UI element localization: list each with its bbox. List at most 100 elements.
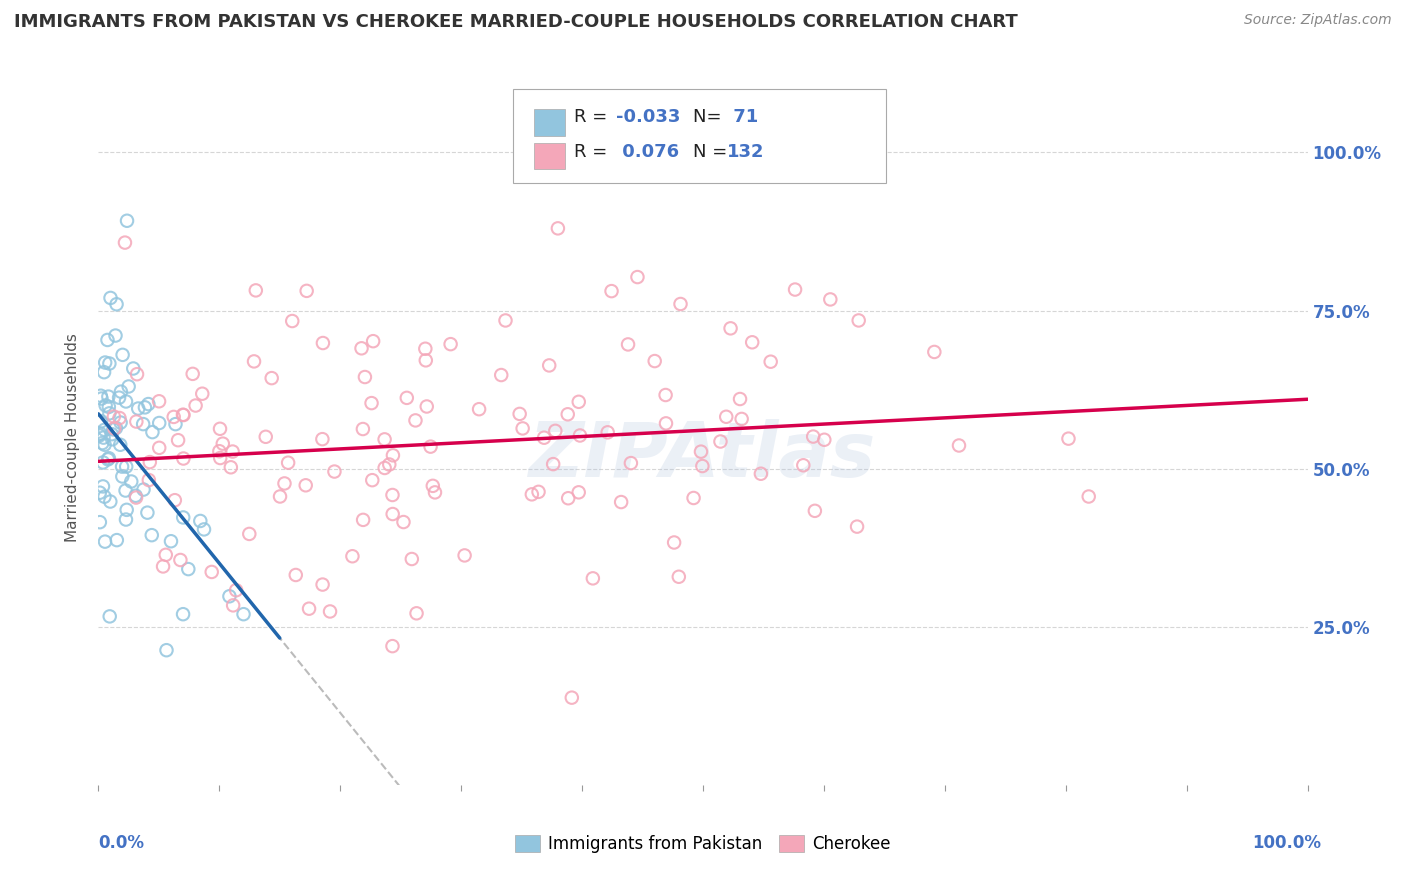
Text: N=: N=	[693, 108, 727, 126]
Point	[269, 490, 291, 504]
Point	[378, 458, 401, 472]
Point	[273, 476, 295, 491]
Point	[569, 428, 592, 442]
Point	[98, 357, 121, 371]
Point	[568, 485, 591, 500]
Point	[381, 448, 404, 462]
Point	[1057, 432, 1080, 446]
Point	[136, 506, 159, 520]
Text: 0.076: 0.076	[616, 143, 679, 161]
Point	[172, 510, 194, 524]
Point	[211, 436, 233, 450]
Point	[311, 577, 333, 591]
Point	[620, 456, 643, 470]
Point	[600, 284, 623, 298]
Point	[163, 493, 186, 508]
Point	[281, 314, 304, 328]
Point	[741, 335, 763, 350]
Point	[350, 341, 373, 355]
Point	[254, 430, 277, 444]
Point	[820, 293, 842, 307]
Point	[596, 425, 619, 440]
Point	[124, 489, 146, 503]
Point	[93, 365, 115, 379]
Point	[91, 479, 114, 493]
Point	[319, 604, 342, 618]
Point	[749, 467, 772, 481]
Point	[89, 428, 111, 442]
Point	[311, 432, 333, 446]
Point	[759, 354, 782, 368]
Point	[97, 400, 120, 414]
Point	[160, 534, 183, 549]
Point	[115, 213, 138, 227]
Point	[138, 397, 160, 411]
Point	[520, 487, 543, 501]
Point	[669, 297, 692, 311]
Point	[132, 483, 155, 497]
Point	[221, 444, 243, 458]
Point	[114, 483, 136, 498]
Text: Source: ZipAtlas.com: Source: ZipAtlas.com	[1244, 13, 1392, 28]
Point	[89, 485, 111, 500]
Point	[415, 353, 437, 368]
Point	[541, 457, 564, 471]
Point	[148, 394, 170, 409]
Point	[245, 284, 267, 298]
Point	[662, 535, 685, 549]
Point	[173, 408, 195, 422]
Point	[538, 359, 561, 373]
Point	[439, 337, 461, 351]
Point	[495, 313, 517, 327]
Point	[361, 334, 384, 348]
Point	[104, 421, 127, 435]
Point	[655, 417, 678, 431]
Text: IMMIGRANTS FROM PAKISTAN VS CHEROKEE MARRIED-COUPLE HOUSEHOLDS CORRELATION CHART: IMMIGRANTS FROM PAKISTAN VS CHEROKEE MAR…	[14, 13, 1018, 31]
Point	[163, 409, 186, 424]
Point	[298, 601, 321, 615]
Point	[125, 368, 148, 382]
Point	[98, 494, 121, 508]
Point	[93, 431, 115, 445]
Point	[191, 386, 214, 401]
Point	[209, 450, 232, 465]
Point	[232, 607, 254, 622]
Point	[125, 415, 148, 429]
Point	[165, 417, 187, 431]
Point	[110, 438, 132, 452]
Point	[395, 391, 418, 405]
Point	[94, 534, 117, 549]
Point	[132, 417, 155, 431]
Point	[284, 568, 307, 582]
Point	[644, 354, 666, 368]
Point	[90, 392, 112, 406]
Point	[415, 342, 437, 356]
Point	[148, 441, 170, 455]
Point	[405, 607, 427, 621]
Point	[720, 321, 742, 335]
Point	[93, 490, 115, 504]
Point	[115, 512, 138, 526]
Point	[381, 639, 404, 653]
Point	[381, 488, 404, 502]
Point	[208, 444, 231, 458]
Point	[690, 444, 713, 458]
Point	[134, 401, 156, 415]
Point	[97, 452, 120, 467]
Point	[948, 438, 970, 452]
Point	[184, 399, 207, 413]
Point	[222, 599, 245, 613]
Point	[804, 504, 827, 518]
Point	[103, 409, 125, 424]
Point	[374, 433, 396, 447]
Point	[181, 367, 204, 381]
Text: 132: 132	[727, 143, 765, 161]
Point	[90, 389, 112, 403]
Text: R =: R =	[574, 108, 613, 126]
Text: ZIPAtlas: ZIPAtlas	[529, 419, 877, 493]
Point	[401, 552, 423, 566]
Point	[294, 478, 316, 492]
Point	[277, 456, 299, 470]
Point	[104, 328, 127, 343]
Text: N =: N =	[693, 143, 727, 161]
